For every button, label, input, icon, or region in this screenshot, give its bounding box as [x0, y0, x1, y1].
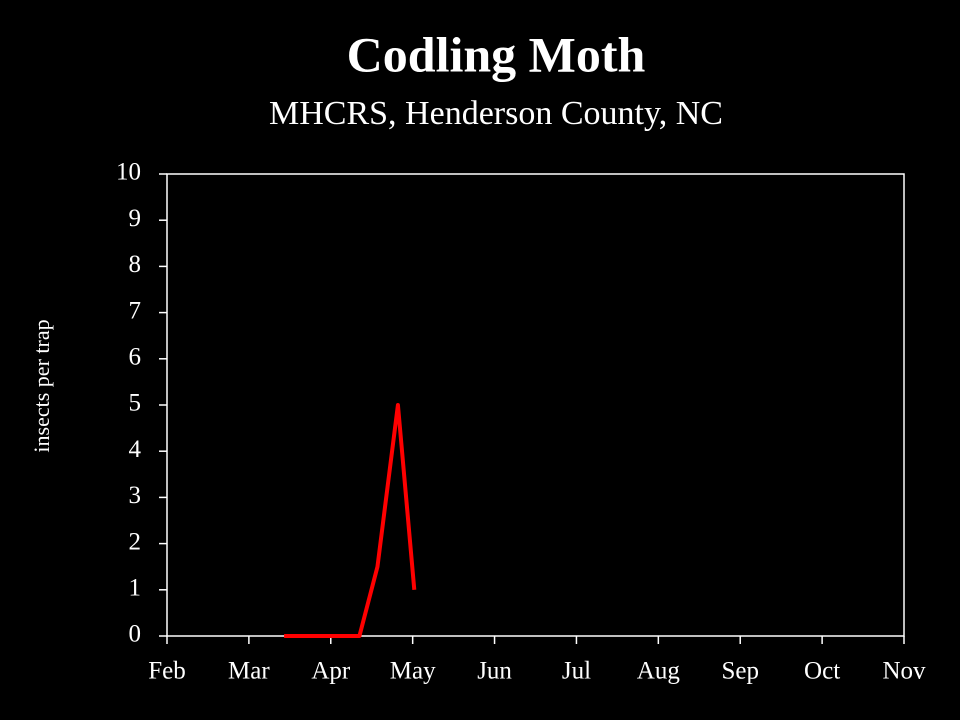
y-tick-label: 5	[129, 390, 142, 417]
y-tick-label: 1	[129, 575, 142, 602]
y-tick-label: 9	[129, 205, 142, 232]
x-tick-label: Mar	[228, 658, 270, 685]
y-tick-label: 0	[129, 621, 142, 648]
chart-subtitle: MHCRS, Henderson County, NC	[269, 95, 723, 132]
x-tick-label: Aug	[637, 658, 681, 685]
x-tick-label: Oct	[804, 658, 840, 685]
y-tick-label: 4	[129, 436, 142, 463]
x-tick-label: Feb	[148, 658, 186, 685]
y-axis-label: insects per trap	[29, 319, 54, 452]
y-tick-label: 10	[116, 159, 141, 186]
x-tick-label: May	[390, 658, 436, 685]
x-tick-label: Apr	[311, 658, 351, 685]
x-tick-label: Jul	[562, 658, 591, 685]
x-tick-label: Jun	[477, 658, 512, 685]
y-tick-label: 3	[129, 482, 142, 509]
x-tick-label: Sep	[721, 658, 759, 685]
y-tick-label: 8	[129, 251, 142, 278]
line	[284, 403, 417, 638]
y-tick-label: 2	[129, 528, 142, 555]
y-tick-label: 7	[129, 297, 142, 324]
x-tick-label: Nov	[882, 658, 926, 685]
y-tick-label: 6	[129, 344, 142, 371]
chart-title: Codling Moth	[347, 26, 646, 82]
